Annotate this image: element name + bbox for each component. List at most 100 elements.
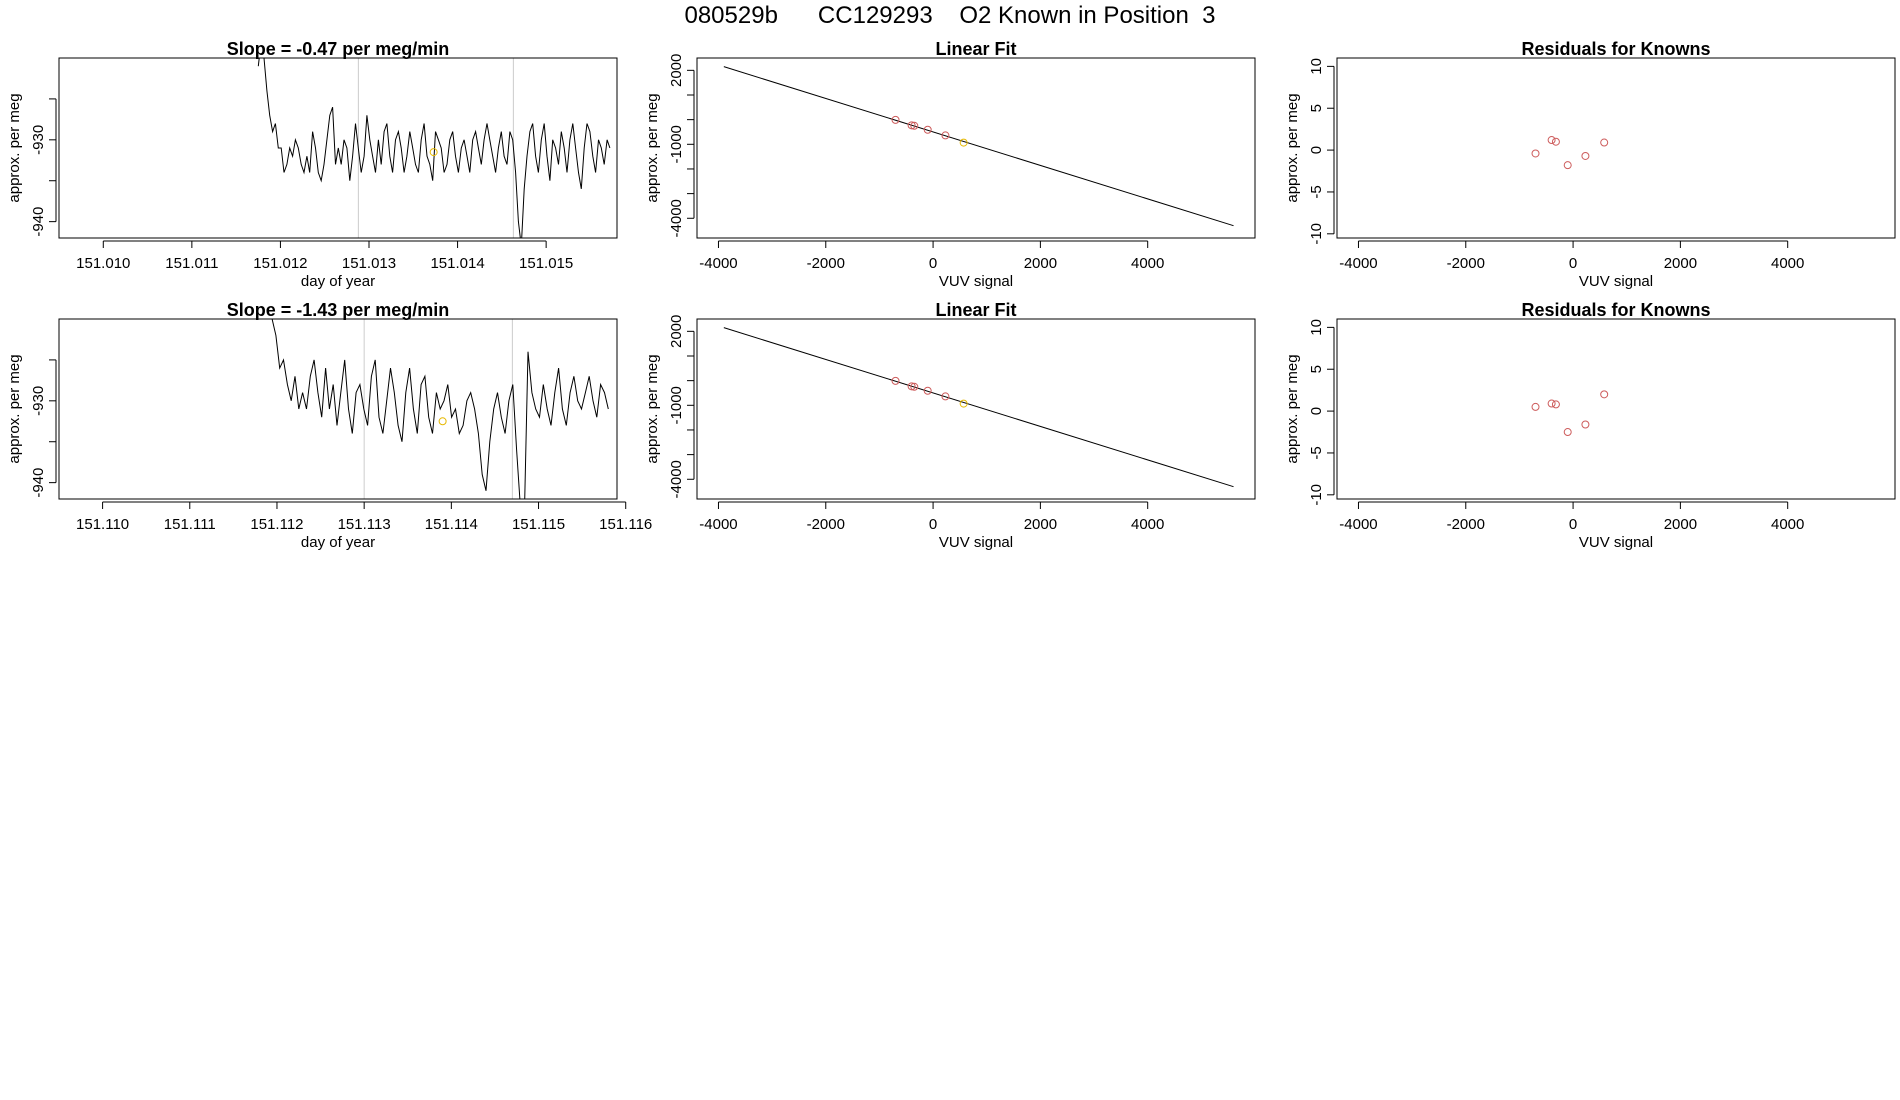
plot-frame xyxy=(58,57,618,239)
data-point xyxy=(910,121,919,130)
y-tick-label: -930 xyxy=(30,125,47,155)
x-tick-label: 151.111 xyxy=(164,516,216,533)
data-point xyxy=(907,121,916,130)
highlight-point xyxy=(438,417,447,426)
x-tick-label: 151.015 xyxy=(519,255,573,272)
x-tick-label: -4000 xyxy=(1339,516,1377,533)
plot-data xyxy=(1531,390,1609,437)
data-point xyxy=(1581,151,1590,160)
y-tick-label: -940 xyxy=(30,468,47,498)
x-tick-label: -4000 xyxy=(699,516,737,533)
highlight-point xyxy=(429,148,438,157)
chart-panel-4: Slope = -1.43 per meg/min 151.110 151.111 1… xyxy=(6,300,652,551)
fit-line xyxy=(723,327,1234,488)
y-tick-label: 5 xyxy=(1308,365,1325,373)
x-tick-label: 4000 xyxy=(1131,255,1164,272)
chart-title: Slope = -0.47 per meg/min xyxy=(227,39,450,59)
data-point xyxy=(923,386,932,395)
data-point xyxy=(1547,136,1556,145)
plot-data xyxy=(723,66,1234,227)
x-axis-label: day of year xyxy=(301,534,375,551)
plot-data xyxy=(257,58,611,238)
y-tick-label: 2000 xyxy=(668,315,685,348)
y-tick-label: -1000 xyxy=(668,125,685,163)
y-tick-label: -10 xyxy=(1308,223,1325,245)
chart-title: Residuals for Knowns xyxy=(1521,300,1710,320)
x-tick-label: 151.010 xyxy=(76,255,130,272)
x-tick-label: 151.013 xyxy=(342,255,396,272)
x-tick-label: 4000 xyxy=(1771,255,1804,272)
highlight-point xyxy=(959,399,968,408)
y-tick-label: 5 xyxy=(1308,104,1325,112)
chart-title: Linear Fit xyxy=(935,39,1016,59)
x-tick-label: -4000 xyxy=(699,255,737,272)
plot-frame xyxy=(1336,57,1896,239)
chart-panel-5: Linear Fit -4000 -2000 0 2000 4000 VUV signal -… xyxy=(644,300,1256,551)
y-tick-label: 10 xyxy=(1308,319,1325,336)
y-tick-label: 0 xyxy=(1308,407,1325,415)
x-tick-label: 151.012 xyxy=(253,255,307,272)
x-axis-label: VUV signal xyxy=(1579,273,1653,290)
chart-title: Residuals for Knowns xyxy=(1521,39,1710,59)
x-tick-label: 0 xyxy=(1569,255,1577,272)
x-tick-label: 2000 xyxy=(1024,516,1057,533)
x-tick-label: -2000 xyxy=(807,516,845,533)
x-axis-label: day of year xyxy=(301,273,375,290)
y-axis-label: approx. per meg xyxy=(6,93,23,202)
plot-data xyxy=(271,319,609,499)
x-tick-label: -2000 xyxy=(1447,516,1485,533)
data-point xyxy=(1551,137,1560,146)
data-point xyxy=(1581,420,1590,429)
x-tick-label: 0 xyxy=(929,516,937,533)
y-tick-label: -10 xyxy=(1308,484,1325,506)
x-tick-label: 151.112 xyxy=(250,516,303,533)
data-point xyxy=(941,392,950,401)
x-tick-label: 151.011 xyxy=(165,255,218,272)
data-point xyxy=(1531,402,1540,411)
chart-panel-1: Slope = -0.47 per meg/min 151.010 151.011 1… xyxy=(6,39,618,290)
plot-data xyxy=(1531,136,1609,170)
y-axis-label: approx. per meg xyxy=(1284,93,1301,202)
page-title: 080529b CC129293 O2 Known in Position 3 xyxy=(684,2,1216,29)
y-tick-label: -1000 xyxy=(668,386,685,424)
data-point xyxy=(1531,149,1540,158)
data-point xyxy=(1563,161,1572,170)
x-tick-label: 151.115 xyxy=(512,516,565,533)
data-point xyxy=(910,382,919,391)
data-point xyxy=(891,115,900,124)
x-tick-label: 2000 xyxy=(1664,255,1697,272)
y-tick-label: 10 xyxy=(1308,58,1325,75)
data-point xyxy=(1547,399,1556,408)
y-tick-label: -4000 xyxy=(668,199,685,237)
x-tick-label: 151.110 xyxy=(76,516,129,533)
x-tick-label: 151.116 xyxy=(599,516,652,533)
plot-frame xyxy=(696,318,1256,500)
plot-data xyxy=(723,327,1234,488)
y-tick-label: -940 xyxy=(30,207,47,237)
data-point xyxy=(923,125,932,134)
plot-frame xyxy=(58,318,618,500)
series-line xyxy=(271,319,609,499)
y-axis-label: approx. per meg xyxy=(644,93,661,202)
plot-frame xyxy=(1336,318,1896,500)
chart-panel-6: Residuals for Knowns -4000 -2000 0 2000 4000 V… xyxy=(1284,300,1896,551)
y-tick-label: -5 xyxy=(1308,446,1325,459)
x-tick-label: 2000 xyxy=(1024,255,1057,272)
plot-frame xyxy=(696,57,1256,239)
x-tick-label: 4000 xyxy=(1131,516,1164,533)
data-point xyxy=(941,131,950,140)
x-tick-label: 0 xyxy=(929,255,937,272)
chart-panel-2: Linear Fit -4000 -2000 0 2000 4000 VUV signal -… xyxy=(644,39,1256,290)
x-axis-label: VUV signal xyxy=(939,273,1013,290)
series-line xyxy=(257,58,611,238)
y-tick-label: -5 xyxy=(1308,185,1325,198)
y-tick-label: -4000 xyxy=(668,460,685,498)
x-axis-label: VUV signal xyxy=(939,534,1013,551)
x-tick-label: 0 xyxy=(1569,516,1577,533)
x-tick-label: -2000 xyxy=(807,255,845,272)
y-axis-label: approx. per meg xyxy=(644,354,661,463)
data-point xyxy=(1551,400,1560,409)
y-axis-label: approx. per meg xyxy=(1284,354,1301,463)
x-tick-label: 2000 xyxy=(1664,516,1697,533)
